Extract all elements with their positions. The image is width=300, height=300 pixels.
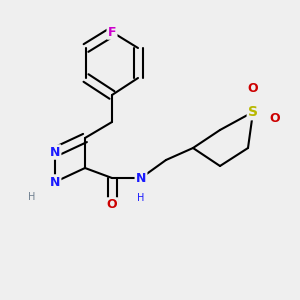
Text: N: N (50, 146, 60, 158)
Text: O: O (107, 199, 117, 212)
Text: F: F (108, 26, 116, 38)
Text: N: N (136, 172, 146, 184)
Text: H: H (28, 192, 36, 202)
Text: H: H (137, 193, 145, 203)
Text: O: O (248, 82, 258, 94)
Text: N: N (50, 176, 60, 188)
Text: O: O (270, 112, 280, 124)
Text: S: S (248, 105, 258, 119)
